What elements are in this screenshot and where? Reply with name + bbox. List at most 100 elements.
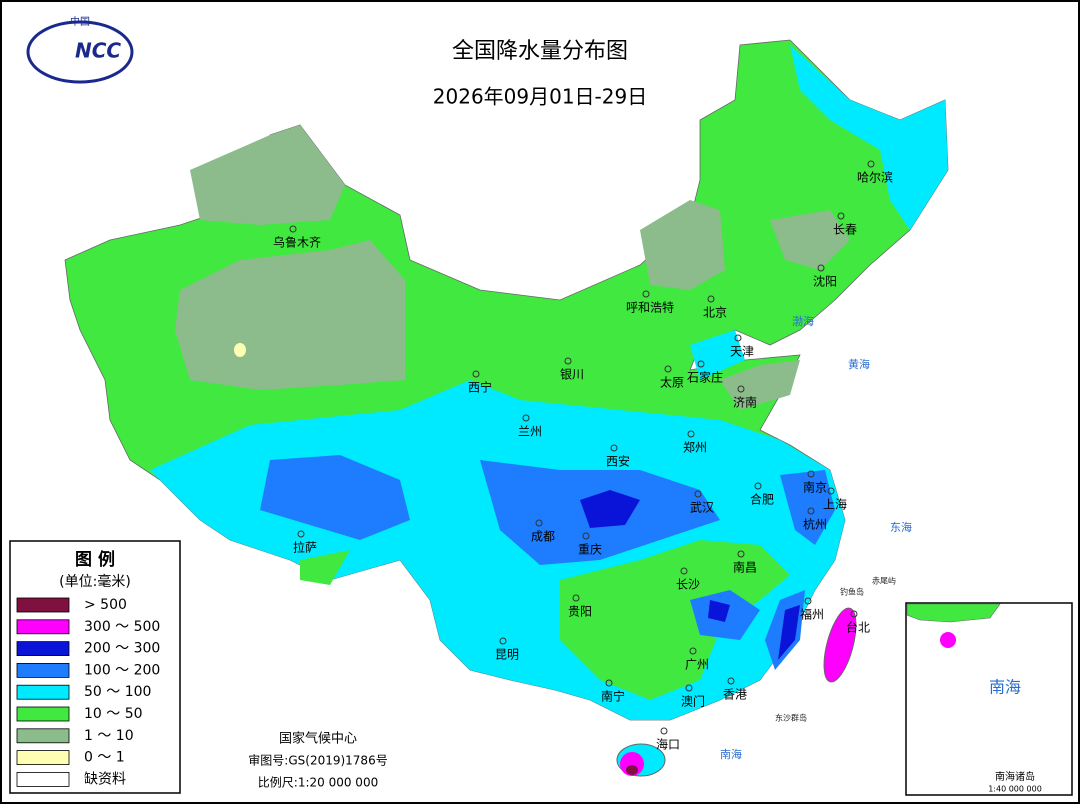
logo-text: NCC	[75, 39, 121, 63]
footer-scale: 比例尺:1:20 000 000	[258, 776, 378, 790]
city-label: 南昌	[733, 560, 757, 575]
taiwan	[823, 607, 857, 683]
inset-scale: 1:40 000 000	[988, 785, 1042, 794]
city-label: 成都	[531, 530, 555, 544]
sea-label: 东海	[890, 520, 912, 534]
legend-label: 300 ～ 500	[84, 619, 160, 635]
legend-label: 50 ～ 100	[84, 684, 151, 700]
city-marker	[289, 225, 297, 233]
city-label: 银川	[560, 368, 584, 382]
subtitle: 2026年09月01日-29日	[433, 85, 647, 109]
city-label: 郑州	[683, 440, 707, 455]
city-marker	[610, 444, 618, 452]
city-label: 香港	[723, 688, 747, 702]
legend-label: 200 ～ 300	[84, 641, 160, 657]
city-label: 杭州	[803, 517, 827, 532]
city-marker	[694, 490, 702, 498]
logo: 中国 NCC	[26, 15, 134, 84]
city-label: 天津	[730, 345, 754, 359]
legend-swatch	[16, 772, 70, 787]
city-marker	[707, 295, 715, 303]
island-label: 赤尾屿	[872, 577, 896, 586]
city-label: 哈尔滨	[857, 170, 893, 185]
city-marker	[297, 530, 305, 538]
city-marker	[734, 334, 742, 342]
city-label: 呼和浩特	[626, 300, 674, 315]
city-marker	[472, 370, 480, 378]
city-marker	[807, 470, 815, 478]
city-label: 武汉	[690, 501, 714, 515]
legend-label: > 500	[84, 597, 127, 613]
city-marker	[535, 519, 543, 527]
logo-top: 中国	[70, 15, 90, 28]
legend-swatch	[16, 641, 70, 656]
city-marker	[605, 679, 613, 687]
city-label: 贵阳	[568, 605, 592, 619]
legend-label: 1 ～ 10	[84, 728, 134, 744]
legend-title: 图 例	[75, 549, 115, 570]
city-marker	[737, 550, 745, 558]
city-marker	[754, 482, 762, 490]
city-marker	[737, 385, 745, 393]
city-label: 澳门	[681, 694, 705, 709]
city-label: 兰州	[518, 425, 542, 439]
legend-label: 100 ～ 200	[84, 662, 160, 678]
city-marker	[582, 532, 590, 540]
legend-unit: (单位:毫米)	[59, 573, 131, 590]
island-label: 东沙群岛	[775, 713, 807, 723]
city-label: 重庆	[578, 543, 602, 557]
city-label: 上海	[823, 497, 847, 512]
city-label: 太原	[660, 375, 684, 390]
city-marker	[867, 160, 875, 168]
island-label: 钓鱼岛	[840, 587, 864, 597]
city-label: 合肥	[750, 492, 774, 507]
city-marker	[807, 507, 815, 515]
city-label: 福州	[800, 607, 824, 622]
city-marker	[804, 597, 812, 605]
legend-swatch	[16, 663, 70, 678]
legend-label: 10 ～ 50	[84, 706, 143, 722]
city-marker	[697, 360, 705, 368]
legend-swatch	[16, 684, 70, 700]
sea-label: 南海	[720, 747, 742, 761]
city-label: 昆明	[495, 648, 519, 662]
city-marker	[664, 365, 672, 373]
legend-swatch	[16, 597, 70, 613]
city-marker	[727, 677, 735, 685]
footer-approval: 审图号:GS(2019)1786号	[248, 753, 387, 768]
legend-swatch	[16, 706, 70, 722]
legend-label: 缺资料	[84, 771, 126, 787]
city-marker	[572, 594, 580, 602]
city-label: 西安	[606, 454, 630, 469]
city-marker	[499, 637, 507, 645]
city-label: 石家庄	[687, 370, 723, 385]
city-label: 沈阳	[813, 274, 837, 289]
city-label: 海口	[656, 737, 680, 752]
inset-sea: 南海	[989, 678, 1021, 697]
city-marker	[680, 567, 688, 575]
city-marker	[817, 264, 825, 272]
city-label: 南宁	[601, 689, 625, 704]
city-marker	[687, 430, 695, 438]
city-label: 北京	[703, 306, 727, 320]
legend-label: 0 ～ 1	[84, 750, 125, 766]
city-marker	[685, 684, 693, 692]
city-marker	[689, 647, 697, 655]
mainland	[64, 39, 949, 721]
city-label: 乌鲁木齐	[273, 235, 321, 250]
legend-swatch	[16, 728, 70, 744]
city-marker	[522, 414, 530, 422]
sea-label: 渤海	[792, 314, 814, 328]
city-marker	[564, 357, 572, 365]
city-label: 西宁	[468, 380, 492, 395]
inset: 南海 南海诸岛 1:40 000 000	[905, 602, 1073, 796]
city-label: 南京	[803, 480, 827, 495]
city-label: 拉萨	[293, 540, 317, 555]
city-marker	[660, 727, 668, 735]
inset-title: 南海诸岛	[995, 770, 1035, 783]
city-marker	[827, 487, 835, 495]
city-label: 广州	[685, 658, 709, 672]
sea-label: 黄海	[848, 357, 870, 371]
